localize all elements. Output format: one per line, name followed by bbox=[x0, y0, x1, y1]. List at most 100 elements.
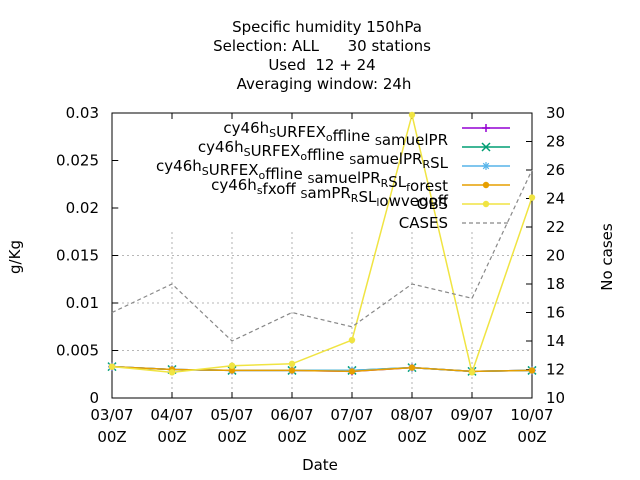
legend: cy46hSURFEXoffline SamuelPRcy46hSURFEXof… bbox=[156, 119, 510, 232]
grid bbox=[112, 160, 532, 398]
x-tick-sublabel: 00Z bbox=[517, 428, 546, 446]
legend-label-part: amuelPR bbox=[314, 169, 380, 187]
x-tick-label: 04/07 bbox=[150, 406, 193, 424]
data-point-obs bbox=[108, 363, 116, 370]
data-point-cy46h-sfxoff-sampr-rsl-lowvegoff bbox=[228, 367, 236, 374]
legend-entry-obs: OBS bbox=[417, 195, 510, 213]
x-tick-label: 03/07 bbox=[90, 406, 133, 424]
y2-tick-label: 28 bbox=[546, 133, 565, 151]
x-tick-label: 07/07 bbox=[330, 406, 373, 424]
legend-label-part: fxoff bbox=[263, 180, 301, 198]
x-tick-label: 05/07 bbox=[210, 406, 253, 424]
data-point-cy46h-sfxoff-sampr-rsl-lowvegoff bbox=[408, 364, 416, 371]
data-point-obs bbox=[528, 194, 536, 201]
legend-marker-cy46h-sfxoff-sampr-rsl-lowvegoff bbox=[482, 181, 490, 189]
title-line-1: Specific humidity 150hPa bbox=[232, 18, 422, 36]
y-tick-label: 0.005 bbox=[56, 342, 99, 360]
y-tick-label: 0.02 bbox=[66, 199, 99, 217]
legend-entry-cy46h-surfex-offline-samuelpr-rsl-forest: cy46hSURFEXoffline SamuelPRRSLforest bbox=[156, 157, 510, 195]
legend-label-cy46h-surfex-offline-samuelpr-rsl: cy46hSURFEXoffline SamuelPRRSL bbox=[198, 138, 449, 172]
x-tick-sublabel: 00Z bbox=[337, 428, 366, 446]
legend-label-part: R bbox=[351, 192, 359, 205]
data-point-obs bbox=[288, 360, 296, 367]
x-tick-label: 09/07 bbox=[450, 406, 493, 424]
legend-label-part: S bbox=[269, 127, 276, 140]
title-line-3: Used 12 + 24 bbox=[268, 56, 375, 74]
series-obs bbox=[108, 111, 536, 376]
legend-label-obs: OBS bbox=[417, 195, 448, 213]
legend-label-part: SL bbox=[430, 154, 449, 172]
legend-label-part: s bbox=[257, 184, 263, 197]
y2-tick-label: 26 bbox=[546, 161, 565, 179]
legend-label-part: S bbox=[349, 154, 356, 167]
x-tick-label: 08/07 bbox=[390, 406, 433, 424]
legend-marker-cy46h-surfex-offline-samuelpr bbox=[482, 124, 490, 132]
legend-label-part: cy46h bbox=[223, 119, 269, 137]
legend-marker-obs bbox=[482, 200, 490, 208]
legend-label-cy46h-surfex-offline-samuelpr: cy46hSURFEXoffline SamuelPR bbox=[223, 119, 448, 149]
legend-label-part: f bbox=[406, 181, 411, 194]
legend-entry-cases: CASES bbox=[399, 214, 510, 232]
x-tick-sublabel: 00Z bbox=[457, 428, 486, 446]
y-tick-label: 0 bbox=[89, 389, 99, 407]
legend-marker-cy46h-surfex-offline-samuelpr-rsl-forest bbox=[482, 162, 490, 170]
legend-label-part: amuelPR bbox=[382, 131, 448, 149]
legend-label-part: owvegoff bbox=[379, 192, 448, 210]
series-line-obs bbox=[111, 114, 533, 376]
y-tick-label: 0.025 bbox=[56, 152, 99, 170]
x-tick-sublabel: 00Z bbox=[397, 428, 426, 446]
legend-label-cy46h-surfex-offline-samuelpr-rsl-forest: cy46hSURFEXoffline SamuelPRRSLforest bbox=[156, 157, 448, 195]
y2-tick-label: 30 bbox=[546, 104, 565, 122]
legend-label-part: ffline bbox=[307, 146, 349, 164]
chart-title: Specific humidity 150hPa Selection: ALL … bbox=[213, 18, 431, 93]
legend-label-part: URFEX bbox=[276, 123, 326, 141]
legend-label-part: cy46h bbox=[156, 157, 202, 175]
data-point-cy46h-sfxoff-sampr-rsl-lowvegoff bbox=[528, 367, 536, 374]
legend-label-part: R bbox=[381, 177, 389, 190]
data-point-cy46h-sfxoff-sampr-rsl-lowvegoff bbox=[348, 368, 356, 375]
x-axis-label: Date bbox=[302, 456, 338, 474]
legend-label-part: S bbox=[202, 165, 209, 178]
x-tick-label: 10/07 bbox=[510, 406, 553, 424]
legend-marker-cy46h-surfex-offline-samuelpr-rsl bbox=[481, 142, 491, 152]
legend-label-part: ffline bbox=[333, 127, 375, 145]
x-tick-label: 06/07 bbox=[270, 406, 313, 424]
series-cases bbox=[111, 169, 533, 342]
legend-label-part: o bbox=[300, 150, 307, 163]
legend-label-cases: CASES bbox=[399, 214, 448, 232]
legend-label-part: S bbox=[301, 188, 308, 201]
data-point-obs bbox=[168, 369, 176, 376]
axis-ticks: 03/07 00Z 04/07 00Z 05/07 00Z 06/07 00Z 07/07 00Z… bbox=[56, 104, 565, 446]
y-tick-label: 0.015 bbox=[56, 247, 99, 265]
legend-label-part: o bbox=[326, 131, 333, 144]
data-point-obs bbox=[408, 111, 416, 119]
legend-label-part: ffline bbox=[265, 165, 307, 183]
legend-entry-cy46h-surfex-offline-samuelpr: cy46hSURFEXoffline SamuelPR bbox=[223, 119, 510, 149]
legend-label-part: CASES bbox=[399, 214, 448, 232]
series-line-cy46h-sfxoff-sampr-rsl-lowvegoff bbox=[111, 365, 533, 373]
legend-label-part: URFEX bbox=[209, 161, 259, 179]
title-line-4: Averaging window: 24h bbox=[237, 75, 412, 93]
legend-label-part: orest bbox=[410, 177, 448, 195]
y2-tick-label: 10 bbox=[546, 389, 565, 407]
y2-tick-label: 24 bbox=[546, 190, 565, 208]
series bbox=[107, 111, 537, 376]
legend-label-part: cy46h bbox=[211, 176, 257, 194]
legend-label-part: o bbox=[259, 169, 266, 182]
series-line-cases bbox=[111, 169, 533, 342]
y-tick-label: 0.03 bbox=[66, 104, 99, 122]
data-point-cy46h-sfxoff-sampr-rsl-lowvegoff bbox=[288, 367, 296, 374]
legend-marker-cy46h-surfex-offline-samuelpr-rsl-forest-b bbox=[482, 162, 490, 170]
x-tick-sublabel: 00Z bbox=[277, 428, 306, 446]
legend-label-part: S bbox=[244, 146, 251, 159]
x-tick-sublabel: 00Z bbox=[157, 428, 186, 446]
y2-tick-label: 14 bbox=[546, 332, 565, 350]
legend-label-part: URFEX bbox=[251, 142, 301, 160]
legend-label-cy46h-sfxoff-sampr-rsl-lowvegoff: cy46hsfxoff SamPRRSLlowvegoff bbox=[211, 176, 449, 210]
legend-label-part: OBS bbox=[417, 195, 448, 213]
y2-tick-label: 12 bbox=[546, 361, 565, 379]
x-tick-sublabel: 00Z bbox=[217, 428, 246, 446]
y2-tick-label: 18 bbox=[546, 275, 565, 293]
y2-axis-label: No cases bbox=[598, 223, 616, 291]
data-point-obs bbox=[348, 336, 356, 344]
